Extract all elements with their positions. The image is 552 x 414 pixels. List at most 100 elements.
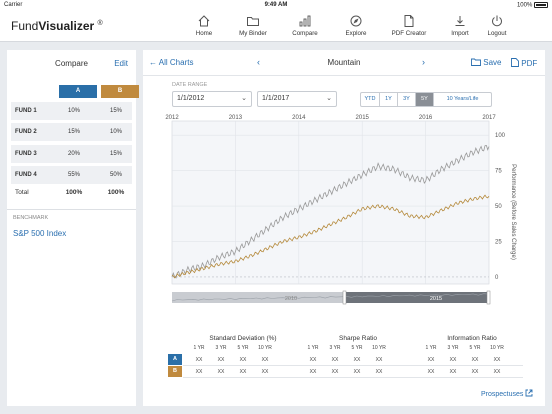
series-line — [171, 194, 490, 279]
stat-cell: XX — [375, 357, 383, 363]
brand-prefix: Fund — [11, 19, 39, 33]
stat-cell: XX — [195, 357, 203, 363]
stat-cell: XX — [493, 357, 501, 363]
panel-divider — [143, 75, 545, 76]
nav-explore[interactable]: Explore — [334, 13, 378, 37]
row-badge-a: A — [168, 354, 182, 365]
benchmark-value[interactable]: S&P 500 Index — [13, 229, 67, 238]
chart-panel: ← All Charts ‹ Mountain › Save PDF DATE … — [143, 50, 545, 406]
folder-icon — [471, 58, 481, 66]
stat-cell: XX — [331, 357, 339, 363]
fund-row[interactable]: FUND 2 15% 10% — [11, 123, 132, 141]
navigator-handle — [342, 290, 347, 305]
fund-row[interactable]: FUND 4 55% 50% — [11, 166, 132, 184]
import-icon — [455, 16, 465, 26]
range-5y-button[interactable]: 5Y — [416, 93, 434, 106]
x-tick-label: 2014 — [292, 115, 306, 121]
fund-value-b: 10% — [109, 129, 122, 135]
fund-value-a: 15% — [67, 129, 80, 135]
stat-cell: XX — [353, 357, 361, 363]
stat-cell: XX — [449, 357, 457, 363]
total-value-a: 100% — [65, 189, 83, 196]
compass-icon — [350, 15, 362, 27]
folder-icon — [247, 17, 259, 26]
total-row: Total 100% 100% — [11, 188, 132, 200]
x-tick-label: 2012 — [165, 115, 179, 121]
total-label: Total — [15, 189, 29, 196]
row-badge-b: B — [168, 366, 182, 377]
all-charts-button[interactable]: ← All Charts — [149, 58, 193, 67]
prospectuses-link[interactable]: Prospectuses — [481, 389, 533, 398]
carrier-label: Carrier — [4, 2, 23, 8]
row-divider — [183, 365, 523, 366]
stat-cell: XX — [239, 369, 247, 375]
range-ytd-button[interactable]: YTD — [361, 93, 380, 106]
nav-compare-label: Compare — [292, 30, 318, 37]
date-range-label: DATE RANGE — [172, 82, 208, 88]
stat-period-header: 10 YR — [258, 345, 272, 351]
stat-group-title: Standard Deviation (%) — [209, 335, 277, 342]
range-10y-button[interactable]: 10 Years/Life — [446, 96, 479, 102]
benchmark-label: BENCHMARK — [13, 215, 49, 221]
fund-value-a: 10% — [67, 108, 80, 114]
nav-logout[interactable]: Logout — [475, 13, 519, 37]
stat-cell: XX — [239, 357, 247, 363]
bar-chart-icon — [299, 15, 311, 27]
stat-period-header: 10 YR — [490, 345, 504, 351]
nav-compare[interactable]: Compare — [283, 13, 327, 37]
fund-row[interactable]: FUND 1 10% 15% — [11, 102, 132, 120]
fund-value-b: 50% — [109, 172, 122, 178]
fund-name: FUND 4 — [15, 172, 37, 178]
chevron-down-icon: ⌄ — [241, 95, 247, 102]
stat-cell: XX — [427, 357, 435, 363]
y-tick-label: 0 — [495, 275, 499, 281]
mountain-chart[interactable]: 2012 2013 2014 2015 2016 2017 0 25 50 75 100 Perf… — [143, 112, 545, 324]
fund-name: FUND 3 — [15, 151, 37, 157]
y-axis-label: Performance (Before Sales Charge) — [510, 164, 516, 260]
navigator-out-range — [172, 292, 345, 303]
compare-panel: Compare Edit A B FUND 1 10% 15% FUND 2 1… — [7, 50, 139, 406]
stat-period-header: 1 YR — [193, 345, 205, 351]
stat-group-title: Sharpe Ratio — [339, 335, 377, 342]
stat-group-title: Information Ratio — [447, 335, 497, 342]
navigator-selected-range — [345, 292, 489, 303]
nav-home[interactable]: Home — [182, 13, 226, 37]
column-b-header: B — [101, 85, 139, 98]
chevron-down-icon: ⌄ — [326, 95, 332, 102]
range-selector: YTD 1Y 3Y 5Y 10 Years/Life — [360, 92, 492, 107]
nav-home-label: Home — [195, 30, 213, 37]
stat-cell: XX — [471, 357, 479, 363]
document-icon — [404, 15, 414, 27]
nav-my-binder[interactable]: My Binder — [231, 13, 275, 37]
save-button[interactable]: Save — [471, 58, 501, 67]
stat-period-header: 3 YR — [215, 345, 227, 351]
nav-pdf-creator[interactable]: PDF Creator — [387, 13, 431, 37]
edit-button[interactable]: Edit — [114, 59, 128, 68]
fund-row[interactable]: FUND 3 20% 15% — [11, 145, 132, 163]
navigator-label: 2010 — [285, 296, 297, 302]
status-bar: Carrier 9:49 AM 100% — [0, 0, 552, 11]
stat-period-header: 1 YR — [425, 345, 437, 351]
pdf-button[interactable]: PDF — [511, 58, 537, 68]
prev-chart-icon[interactable]: ‹ — [257, 57, 260, 67]
stat-period-header: 5 YR — [351, 345, 363, 351]
range-1y-button[interactable]: 1Y — [380, 93, 398, 106]
start-date-select[interactable]: 1/1/2012 ⌄ — [172, 91, 252, 107]
stat-cell: XX — [217, 357, 225, 363]
battery-status: 100% — [517, 2, 548, 9]
save-label: Save — [483, 58, 502, 67]
back-arrow-icon: ← — [149, 58, 157, 67]
end-date-select[interactable]: 1/1/2017 ⌄ — [257, 91, 337, 107]
y-tick-label: 25 — [495, 239, 502, 245]
stat-period-header: 1 YR — [307, 345, 319, 351]
range-3y-button[interactable]: 3Y — [398, 93, 416, 106]
next-chart-icon[interactable]: › — [422, 57, 425, 67]
start-date-value: 1/1/2012 — [177, 95, 205, 102]
stat-cell: XX — [217, 369, 225, 375]
range-navigator: 2010 2015 — [171, 290, 491, 305]
nav-import[interactable]: Import — [438, 13, 482, 37]
app-header: FundVisualizer ® Home My Binder Compare … — [0, 11, 552, 42]
chart-series — [171, 145, 490, 279]
brand-logo: FundVisualizer ® — [11, 19, 103, 33]
status-time: 9:49 AM — [264, 2, 288, 8]
